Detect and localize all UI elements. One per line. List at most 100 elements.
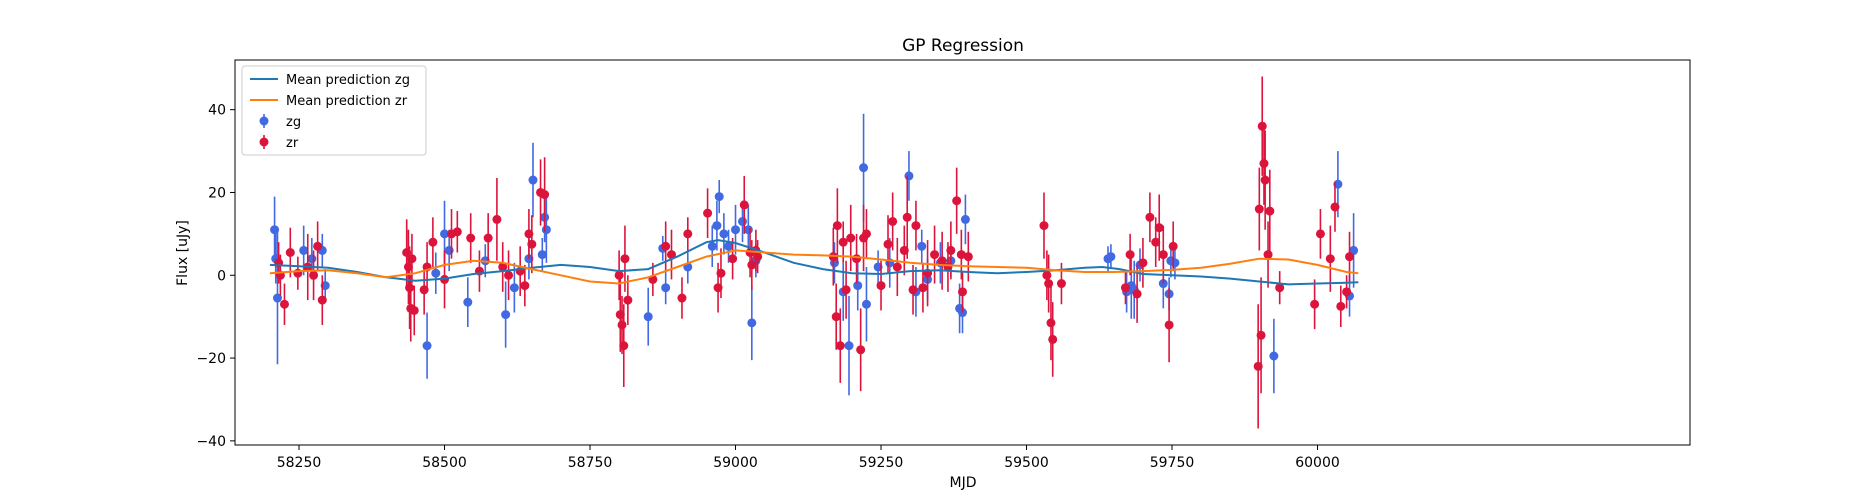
data-point bbox=[712, 200, 722, 251]
point-marker bbox=[299, 245, 309, 255]
data-point bbox=[409, 285, 419, 336]
data-point bbox=[1254, 167, 1264, 251]
point-marker bbox=[712, 221, 722, 231]
point-marker bbox=[1257, 121, 1267, 131]
data-point bbox=[716, 248, 726, 299]
data-point bbox=[317, 275, 327, 325]
point-marker bbox=[403, 262, 413, 272]
point-marker bbox=[643, 312, 653, 322]
point-marker bbox=[853, 281, 863, 291]
point-marker bbox=[753, 252, 763, 262]
point-marker bbox=[852, 254, 862, 264]
data-point bbox=[883, 215, 893, 274]
point-marker bbox=[963, 252, 973, 262]
point-marker bbox=[1310, 299, 1320, 309]
point-marker bbox=[902, 212, 912, 222]
y-axis: −40 −20 0 20 40 bbox=[196, 103, 235, 450]
point-marker bbox=[856, 345, 866, 355]
point-marker bbox=[1325, 254, 1335, 264]
legend-label: Mean prediction zg bbox=[286, 73, 410, 88]
point-marker bbox=[1342, 287, 1352, 297]
data-point bbox=[917, 229, 927, 263]
data-point bbox=[540, 157, 550, 232]
point-marker bbox=[747, 318, 757, 328]
data-point bbox=[831, 283, 841, 350]
point-marker bbox=[428, 237, 438, 247]
data-point bbox=[428, 217, 438, 267]
legend-box bbox=[241, 65, 427, 156]
data-point bbox=[958, 271, 967, 313]
point-marker bbox=[930, 250, 940, 260]
y-tick-label: 40 bbox=[208, 103, 226, 119]
point-marker bbox=[492, 214, 502, 224]
data-point bbox=[747, 285, 757, 361]
point-marker bbox=[956, 250, 966, 260]
data-point bbox=[952, 167, 962, 234]
data-point bbox=[463, 277, 473, 328]
point-marker bbox=[483, 233, 493, 243]
data-point bbox=[861, 209, 871, 259]
data-point bbox=[466, 213, 476, 263]
point-marker bbox=[1154, 223, 1164, 233]
legend-entry: zg bbox=[259, 114, 301, 130]
data-point bbox=[904, 151, 914, 201]
data-point bbox=[1349, 213, 1359, 288]
data-point bbox=[1132, 264, 1142, 323]
point-marker bbox=[1263, 250, 1273, 260]
data-point bbox=[739, 175, 749, 234]
data-point bbox=[844, 295, 854, 396]
chart-title: GP Regression bbox=[902, 36, 1024, 56]
data-point bbox=[422, 312, 432, 379]
point-marker bbox=[747, 260, 757, 270]
data-point bbox=[728, 238, 738, 280]
point-marker bbox=[1336, 301, 1346, 311]
data-point bbox=[707, 225, 717, 267]
point-marker bbox=[859, 163, 869, 173]
data-point bbox=[1158, 225, 1168, 284]
data-point bbox=[1310, 279, 1320, 330]
data-point bbox=[452, 211, 462, 253]
point-marker bbox=[1256, 330, 1266, 340]
y-tick-label: −40 bbox=[196, 434, 226, 450]
data-point bbox=[1260, 130, 1270, 230]
point-marker bbox=[520, 281, 530, 291]
data-point bbox=[1138, 238, 1148, 288]
legend-label: zr bbox=[286, 136, 299, 151]
point-marker bbox=[832, 221, 842, 231]
data-point bbox=[960, 194, 970, 245]
point-marker bbox=[892, 262, 902, 272]
data-point bbox=[911, 200, 921, 251]
data-point bbox=[714, 180, 724, 214]
data-point bbox=[846, 204, 856, 272]
data-point bbox=[498, 242, 508, 292]
point-marker bbox=[1151, 237, 1161, 247]
point-marker bbox=[1106, 252, 1116, 262]
data-point bbox=[643, 287, 653, 346]
point-marker bbox=[743, 225, 753, 235]
plot-frame bbox=[234, 59, 1691, 446]
point-marker bbox=[683, 229, 693, 239]
x-tick-label: 58750 bbox=[568, 455, 613, 471]
data-point bbox=[1046, 285, 1056, 361]
point-marker bbox=[1042, 270, 1052, 280]
point-marker bbox=[1046, 318, 1056, 328]
data-point bbox=[937, 231, 947, 290]
point-marker bbox=[405, 283, 415, 293]
line-mean-prediction-zr bbox=[269, 249, 1359, 285]
point-marker bbox=[728, 254, 738, 264]
data-point bbox=[1275, 271, 1285, 305]
legend-label: Mean prediction zr bbox=[286, 94, 408, 109]
point-marker bbox=[841, 285, 851, 295]
point-marker bbox=[876, 281, 886, 291]
point-marker bbox=[620, 254, 630, 264]
data-point bbox=[1106, 244, 1116, 270]
data-point bbox=[661, 221, 671, 272]
data-point bbox=[683, 250, 693, 284]
y-tick-label: 20 bbox=[208, 185, 226, 201]
point-marker bbox=[1048, 334, 1058, 344]
point-marker bbox=[540, 190, 550, 200]
point-marker bbox=[317, 295, 327, 305]
x-tick-label: 58500 bbox=[422, 455, 467, 471]
point-marker bbox=[422, 341, 432, 351]
data-point bbox=[753, 240, 763, 274]
